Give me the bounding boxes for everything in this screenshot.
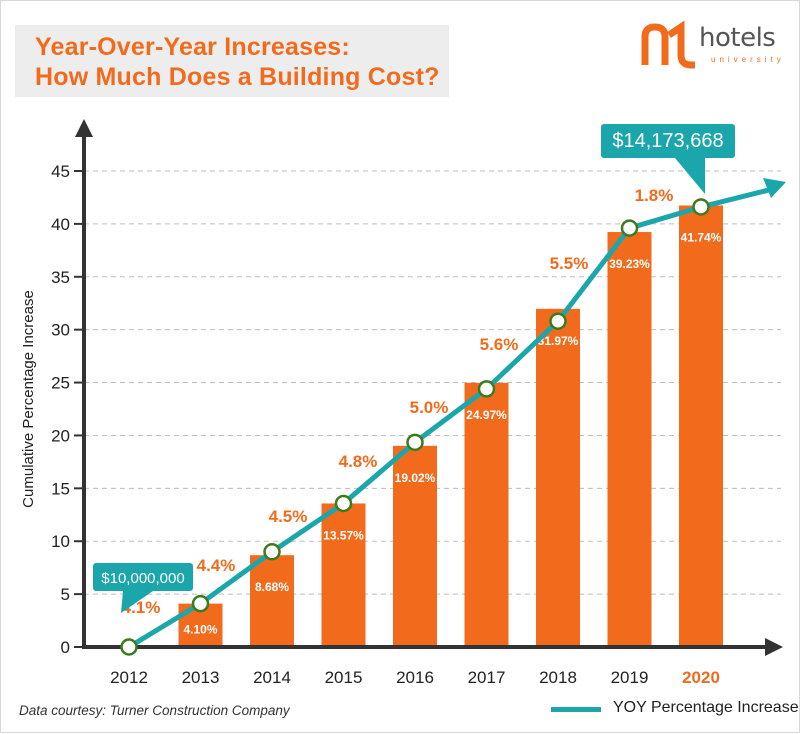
x-tick-label: 2017 (468, 668, 506, 687)
yoy-change-label: 4.8% (339, 452, 378, 471)
bar (250, 555, 294, 647)
yoy-change-label: 4.5% (269, 507, 308, 526)
y-tick-label: 25 (51, 374, 70, 393)
y-tick-label: 40 (51, 215, 70, 234)
bar (464, 382, 509, 647)
y-tick-label: 0 (61, 638, 70, 657)
yoy-line-series (127, 187, 770, 650)
title-box: Year-Over-Year Increases: How Much Does … (15, 25, 449, 97)
legend-label: YOY Percentage Increase (613, 699, 799, 716)
line-point (191, 594, 210, 613)
yoy-change-label: 4.4% (197, 556, 236, 575)
bar-value-label: 4.10% (183, 623, 217, 637)
x-tick-label: 2012 (110, 668, 148, 687)
x-tick-label: 2015 (325, 668, 363, 687)
x-axis-arrow-icon (765, 638, 783, 656)
line-point (692, 198, 710, 216)
bar (321, 503, 366, 647)
line-point (477, 380, 496, 398)
logo-word: hotels (699, 23, 776, 53)
x-tick-label: 2016 (396, 668, 434, 687)
title-line-1: Year-Over-Year Increases: (35, 33, 350, 61)
line-point (263, 543, 281, 561)
bar-value-label: 8.68% (255, 580, 289, 594)
callout-box (601, 124, 735, 158)
bar-value-label: 19.02% (395, 471, 436, 485)
legend-swatch (551, 707, 601, 712)
y-tick-label: 10 (51, 532, 70, 551)
y-tick-label: 20 (51, 426, 70, 445)
line-point (620, 219, 639, 237)
logo-mark-icon (641, 21, 695, 69)
x-tick-label: 2018 (539, 668, 577, 687)
data-source-note: Data courtesy: Turner Construction Compa… (19, 703, 290, 718)
callout-pointer (121, 591, 153, 613)
line-point (334, 494, 353, 513)
y-tick-label: 5 (61, 585, 70, 604)
y-tick-label: 15 (51, 479, 70, 498)
yoy-change-label: 5.0% (410, 398, 449, 417)
y-tick-label: 35 (51, 268, 70, 287)
line-point (120, 638, 138, 656)
x-tick-label: 2014 (253, 668, 291, 687)
logo-subtext: university (711, 55, 785, 64)
line-point (406, 433, 424, 452)
callout-text: $14,173,668 (612, 130, 723, 152)
y-tick-label: 45 (51, 162, 70, 181)
bar-value-label: 31.97% (538, 334, 579, 348)
line-point (549, 312, 567, 330)
bar (607, 232, 652, 647)
hotels-university-logo: hotels university (641, 17, 791, 73)
bar (679, 205, 723, 647)
callout-text: $10,000,000 (101, 570, 184, 587)
bar (536, 308, 580, 647)
yoy-change-label: 1.8% (635, 186, 674, 205)
bar-value-label: 41.74% (681, 230, 722, 244)
title-line-2: How Much Does a Building Cost? (35, 63, 440, 91)
bar-value-label: 13.57% (323, 528, 364, 542)
bar (393, 445, 437, 647)
bar-value-label: 39.23% (609, 257, 650, 271)
x-tick-label: 2019 (611, 668, 649, 687)
callout-box (93, 563, 193, 591)
x-tick-label: 2013 (182, 668, 220, 687)
line-arrow-icon (763, 178, 786, 198)
callout-pointer (675, 158, 705, 194)
x-tick-label: 2020 (682, 668, 720, 687)
y-tick-label: 30 (51, 321, 70, 340)
yoy-change-label: 5.5% (550, 254, 589, 273)
bar-value-label: 24.97% (466, 408, 507, 422)
y-axis-title: Cumulative Percentage Increase (20, 290, 37, 508)
y-axis-arrow-icon (75, 119, 93, 137)
yoy-change-label: 5.6% (480, 335, 519, 354)
